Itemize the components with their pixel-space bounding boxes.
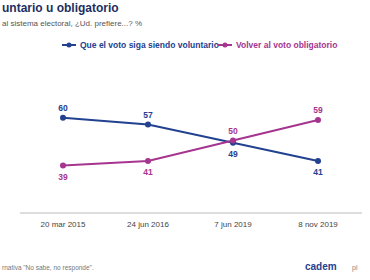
series-line [63, 120, 318, 166]
legend-marker [67, 43, 72, 48]
footnote: rnativa "No sabe, no responde". [2, 264, 94, 272]
point [60, 163, 66, 169]
point [315, 158, 321, 164]
x-tick-label: 8 nov 2019 [298, 220, 338, 229]
logo: cadem [305, 261, 337, 272]
point [145, 158, 151, 164]
subtitle: al sistema electoral, ¿Ud. prefiere...? … [2, 19, 142, 28]
plot-area [60, 115, 321, 169]
point [315, 117, 321, 123]
legend-item: Volver al voto obligatorio [218, 40, 337, 50]
title: untario u obligatorio [2, 1, 119, 15]
chart-svg: untario u obligatorio al sistema electora… [0, 0, 370, 280]
logo-suffix: pl [352, 264, 358, 272]
point [145, 122, 151, 128]
legend-item: Que el voto siga siendo voluntario [62, 40, 219, 50]
series-line [63, 118, 318, 161]
data-label: 41 [143, 167, 153, 177]
data-label: 57 [143, 110, 153, 120]
data-label: 60 [58, 103, 68, 113]
x-tick-label: 24 jun 2016 [127, 220, 169, 229]
data-label: 49 [228, 149, 238, 159]
data-label: 41 [313, 167, 323, 177]
x-tick-label: 7 jun 2019 [214, 220, 252, 229]
data-label: 50 [228, 126, 238, 136]
legend-label: Volver al voto obligatorio [236, 40, 337, 50]
chart-root: untario u obligatorio al sistema electora… [0, 0, 370, 280]
legend-marker [223, 43, 228, 48]
legend-label: Que el voto siga siendo voluntario [80, 40, 219, 50]
point [60, 115, 66, 121]
y-range-line [53, 72, 54, 209]
x-axis [20, 213, 362, 214]
point [230, 138, 236, 144]
data-label: 39 [58, 172, 68, 182]
x-tick-label: 20 mar 2015 [41, 220, 86, 229]
data-label: 59 [313, 105, 323, 115]
